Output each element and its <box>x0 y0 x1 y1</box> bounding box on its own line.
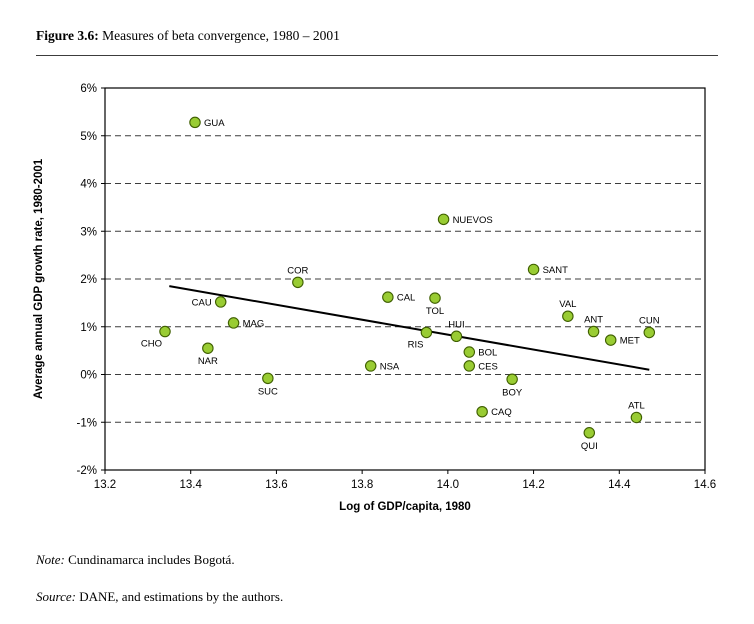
beta-convergence-scatter-chart: 13.2 13.4 13.6 13.8 14.0 14.2 14.4 14.6 6% 5% 4% 3%… <box>33 83 716 513</box>
x-tick-label: 14.0 <box>437 479 459 491</box>
data-point-CAL <box>382 291 394 303</box>
point-label-ATL: ATL <box>628 400 645 411</box>
source-label: Source: <box>36 589 76 604</box>
caption-divider <box>36 55 718 56</box>
point-label-QUI: QUI <box>581 441 598 452</box>
figure-source: Source: DANE, and estimations by the aut… <box>36 589 283 605</box>
data-point-RIS <box>420 326 433 339</box>
y-tick-label: 3% <box>80 226 97 238</box>
point-label-HUI: HUI <box>448 319 464 330</box>
point-label-NAR: NAR <box>198 356 218 367</box>
x-tick-label: 14.4 <box>608 479 631 491</box>
data-point-NSA <box>364 360 377 372</box>
point-label-CAU: CAU <box>192 297 212 308</box>
note-label: Note: <box>36 552 65 567</box>
data-point-BOY <box>506 373 518 386</box>
note-text: Cundinamarca includes Bogotá. <box>64 552 235 567</box>
y-tick-label: -1% <box>77 417 97 429</box>
point-label-ANT: ANT <box>584 315 603 326</box>
y-tick-label: 2% <box>80 274 97 286</box>
point-label-VAL: VAL <box>559 299 576 310</box>
point-label-CAL: CAL <box>397 293 415 304</box>
data-point-CUN <box>643 326 656 339</box>
trend-line <box>169 285 650 371</box>
point-label-SUC: SUC <box>258 386 278 397</box>
data-point-NAR <box>202 342 214 354</box>
point-label-BOL: BOL <box>478 348 497 359</box>
y-axis-title: Average annual GDP growth rate, 1980-200… <box>33 158 45 399</box>
data-point-COR <box>292 276 304 289</box>
point-label-NUEVOS: NUEVOS <box>453 215 493 226</box>
y-tick-label: 0% <box>80 370 97 382</box>
point-label-CAQ: CAQ <box>491 407 512 418</box>
data-point-MET <box>604 334 617 346</box>
point-label-BOY: BOY <box>502 387 523 398</box>
point-label-CUN: CUN <box>639 315 660 326</box>
data-point-BOL <box>463 346 476 358</box>
point-label-CHO: CHO <box>141 339 162 350</box>
y-tick-label: 1% <box>80 322 97 334</box>
data-point-CES <box>463 360 476 372</box>
data-point-GUA <box>189 116 201 129</box>
point-label-MAG: MAG <box>243 318 265 329</box>
figure-note: Note: Cundinamarca includes Bogotá. <box>36 552 235 568</box>
x-tick-label: 13.2 <box>94 479 116 491</box>
point-label-SANT: SANT <box>543 265 569 276</box>
data-point-VAL <box>562 310 574 322</box>
data-point-CHO <box>159 325 171 338</box>
point-label-COR: COR <box>287 265 308 276</box>
data-point-QUI <box>583 427 596 439</box>
y-tick-label: 5% <box>80 131 97 143</box>
data-point-SUC <box>262 372 274 385</box>
x-tick-label: 13.4 <box>180 479 203 491</box>
y-tick-label: -2% <box>77 465 97 477</box>
x-tick-label: 14.6 <box>694 479 716 491</box>
x-tick-label: 13.6 <box>265 479 287 491</box>
point-label-CES: CES <box>478 361 498 372</box>
point-label-MET: MET <box>620 336 640 347</box>
y-tick-label: 6% <box>80 83 97 95</box>
data-point-SANT <box>527 263 540 276</box>
figure-title-text: Measures of beta convergence, 1980 – 200… <box>98 28 340 43</box>
data-point-HUI <box>450 330 463 343</box>
point-label-NSA: NSA <box>380 361 400 372</box>
data-point-CAU <box>214 296 227 308</box>
data-point-TOL <box>429 292 441 304</box>
y-tick-label: 4% <box>80 179 97 191</box>
point-label-GUA: GUA <box>204 118 225 129</box>
figure-caption: Figure 3.6: Measures of beta convergence… <box>36 28 340 44</box>
data-point-ANT <box>587 325 600 338</box>
data-point-MAG <box>227 317 240 329</box>
point-label-TOL: TOL <box>426 306 444 317</box>
x-axis-title: Log of GDP/capita, 1980 <box>339 501 471 513</box>
source-text: DANE, and estimations by the authors. <box>75 589 284 604</box>
data-point-NUEVOS <box>437 213 450 226</box>
x-tick-label: 14.2 <box>522 479 544 491</box>
figure-label: Figure 3.6: <box>36 28 99 43</box>
data-point-CAQ <box>476 405 488 418</box>
data-point-ATL <box>630 411 643 424</box>
x-tick-label: 13.8 <box>351 479 373 491</box>
point-label-RIS: RIS <box>408 339 424 350</box>
